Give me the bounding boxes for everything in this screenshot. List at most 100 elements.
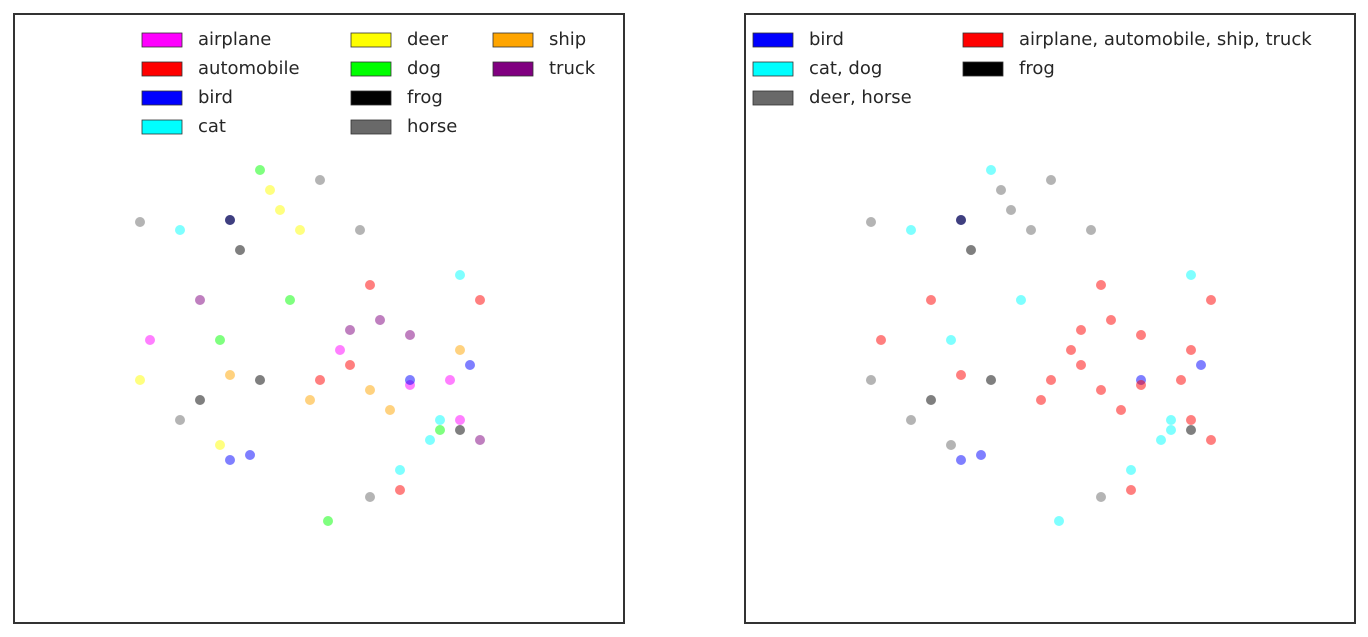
point <box>385 405 395 415</box>
point <box>255 375 265 385</box>
point <box>956 215 966 225</box>
point <box>1166 415 1176 425</box>
point <box>996 185 1006 195</box>
point <box>946 440 956 450</box>
point <box>455 415 465 425</box>
point <box>866 217 876 227</box>
legend-label: ship <box>549 29 586 50</box>
point <box>976 450 986 460</box>
point <box>225 215 235 225</box>
point <box>906 225 916 235</box>
point <box>315 175 325 185</box>
legend-label: bird <box>198 87 233 108</box>
point <box>1116 405 1126 415</box>
point <box>1206 435 1216 445</box>
point <box>1126 465 1136 475</box>
legend-label: horse <box>407 116 457 137</box>
point <box>1036 395 1046 405</box>
point <box>1076 325 1086 335</box>
point <box>1046 375 1056 385</box>
point <box>195 295 205 305</box>
point <box>375 315 385 325</box>
legend-label: truck <box>549 58 596 79</box>
point <box>355 225 365 235</box>
point <box>475 435 485 445</box>
legend-swatch <box>350 32 392 48</box>
legend-swatch <box>141 61 183 77</box>
point <box>455 270 465 280</box>
point <box>295 225 305 235</box>
point <box>866 375 876 385</box>
point <box>315 375 325 385</box>
legend-label: frog <box>407 87 443 108</box>
legend-swatch <box>141 119 183 135</box>
point <box>1046 175 1056 185</box>
point <box>1176 375 1186 385</box>
point <box>395 485 405 495</box>
plot-frame <box>744 13 1356 624</box>
legend-swatch <box>752 90 794 106</box>
point <box>1186 415 1196 425</box>
point <box>956 455 966 465</box>
legend-swatch <box>141 90 183 106</box>
point <box>215 440 225 450</box>
point <box>175 415 185 425</box>
legend-label: cat, dog <box>809 58 882 79</box>
point <box>445 375 455 385</box>
legend-label: deer, horse <box>809 87 912 108</box>
point <box>1096 492 1106 502</box>
legend-label: deer <box>407 29 449 50</box>
point <box>1136 380 1146 390</box>
point <box>345 325 355 335</box>
point <box>395 465 405 475</box>
legend-swatch <box>752 32 794 48</box>
point <box>1106 315 1116 325</box>
plot-frame <box>13 13 625 624</box>
point <box>455 425 465 435</box>
point <box>475 295 485 305</box>
point <box>1186 270 1196 280</box>
point <box>926 395 936 405</box>
point <box>1196 360 1206 370</box>
legend-swatch <box>350 119 392 135</box>
point <box>906 415 916 425</box>
point <box>1026 225 1036 235</box>
point <box>1086 225 1096 235</box>
point <box>956 370 966 380</box>
legend-swatch <box>492 61 534 77</box>
point <box>245 450 255 460</box>
point <box>926 295 936 305</box>
point <box>335 345 345 355</box>
point <box>946 335 956 345</box>
point <box>1096 280 1106 290</box>
point <box>1156 435 1166 445</box>
point <box>1066 345 1076 355</box>
point <box>455 345 465 355</box>
point <box>365 385 375 395</box>
point <box>285 295 295 305</box>
point <box>1096 385 1106 395</box>
point <box>275 205 285 215</box>
point <box>465 360 475 370</box>
legend-swatch <box>962 61 1004 77</box>
legend-swatch <box>492 32 534 48</box>
point <box>1136 330 1146 340</box>
point <box>345 360 355 370</box>
point <box>986 165 996 175</box>
point <box>966 245 976 255</box>
point <box>1006 205 1016 215</box>
legend-label: frog <box>1019 58 1055 79</box>
point <box>135 217 145 227</box>
point <box>225 370 235 380</box>
legend-swatch <box>752 61 794 77</box>
legend-swatch <box>962 32 1004 48</box>
point <box>986 375 996 385</box>
legend-label: automobile <box>198 58 300 79</box>
point <box>1186 345 1196 355</box>
point <box>405 330 415 340</box>
point <box>425 435 435 445</box>
point <box>1186 425 1196 435</box>
point <box>235 245 245 255</box>
point <box>225 455 235 465</box>
